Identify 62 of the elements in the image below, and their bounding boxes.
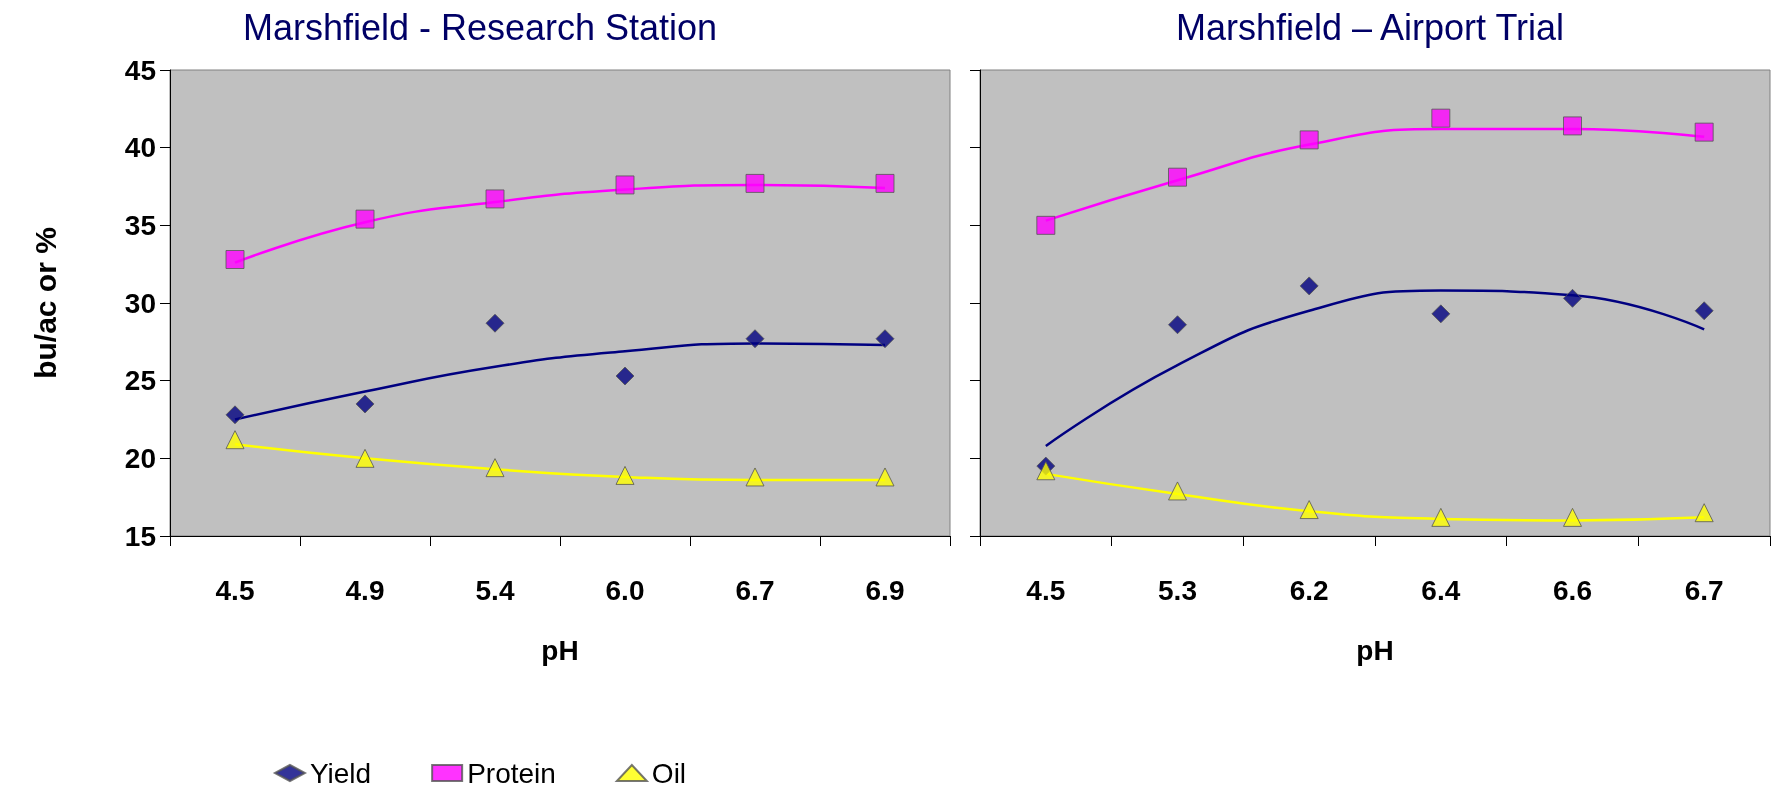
legend-label: Protein bbox=[467, 757, 556, 789]
point bbox=[1563, 288, 1582, 308]
x-tick-label: 6.0 bbox=[605, 574, 645, 606]
point bbox=[1431, 304, 1451, 324]
point bbox=[485, 458, 505, 478]
point bbox=[875, 173, 895, 193]
point bbox=[1168, 315, 1187, 335]
x-tick-label: 5.4 bbox=[475, 574, 515, 606]
point bbox=[485, 313, 505, 333]
x-tick-label: 4.9 bbox=[345, 574, 385, 606]
point bbox=[1563, 116, 1582, 136]
point bbox=[355, 448, 375, 468]
y-tick-label: 45 bbox=[124, 54, 156, 86]
point bbox=[1299, 276, 1319, 296]
x-tick-label: 6.4 bbox=[1421, 574, 1461, 606]
point bbox=[875, 329, 895, 349]
point bbox=[615, 465, 635, 485]
x-tick-label: 6.7 bbox=[1684, 574, 1724, 606]
point bbox=[355, 394, 375, 414]
point bbox=[1694, 301, 1714, 321]
y-tick-label: 15 bbox=[124, 520, 156, 552]
y-axis-title: bu/ac or % bbox=[28, 227, 62, 379]
point bbox=[875, 467, 895, 487]
x-axis-title: pH bbox=[1356, 634, 1394, 666]
point bbox=[1431, 108, 1451, 128]
chart-title: Marshfield – Airport Trial bbox=[1175, 6, 1565, 48]
x-tick-label: 4.5 bbox=[215, 574, 255, 606]
point bbox=[225, 250, 245, 270]
point bbox=[225, 405, 245, 425]
chart-title: Marshfield - Research Station bbox=[242, 6, 718, 48]
x-axis-title: pH bbox=[541, 634, 579, 666]
point bbox=[1036, 461, 1056, 481]
x-tick-label: 4.5 bbox=[1026, 574, 1066, 606]
point bbox=[1431, 507, 1451, 527]
point bbox=[1694, 503, 1714, 523]
point bbox=[1299, 500, 1319, 520]
point bbox=[225, 430, 245, 450]
x-tick-label: 6.9 bbox=[865, 574, 905, 606]
y-tick-label: 30 bbox=[124, 287, 156, 319]
point bbox=[485, 189, 505, 209]
x-tick-label: 6.2 bbox=[1289, 574, 1329, 606]
point bbox=[1563, 507, 1582, 527]
point bbox=[1036, 215, 1056, 235]
point bbox=[1168, 167, 1187, 187]
y-tick-label: 35 bbox=[124, 209, 156, 241]
point bbox=[1299, 130, 1319, 150]
x-tick-label: 6.7 bbox=[735, 574, 775, 606]
point bbox=[745, 329, 765, 349]
x-tick-label: 6.6 bbox=[1553, 574, 1592, 606]
point bbox=[1168, 481, 1187, 501]
point bbox=[615, 175, 635, 195]
x-tick-label: 5.3 bbox=[1158, 574, 1197, 606]
point bbox=[745, 173, 765, 193]
point bbox=[1694, 122, 1714, 142]
legend-label: Oil bbox=[651, 757, 687, 789]
legend-label: Yield bbox=[309, 757, 372, 789]
point bbox=[615, 366, 635, 386]
y-tick-label: 20 bbox=[124, 442, 156, 474]
point bbox=[355, 209, 375, 229]
point bbox=[745, 467, 765, 487]
y-tick-label: 25 bbox=[124, 365, 156, 397]
y-tick-label: 40 bbox=[124, 132, 156, 164]
